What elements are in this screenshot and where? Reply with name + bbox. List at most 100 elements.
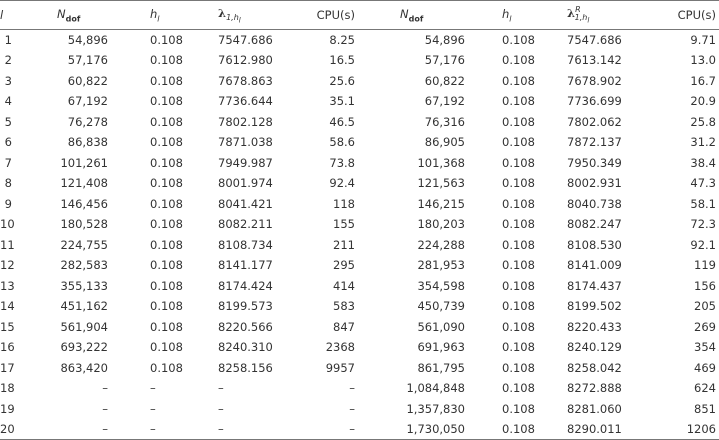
table-cell: 72.3 [690,217,716,232]
table-cell: 0.108 [150,155,183,170]
table-row: 5 76,278 0.108 7802.128 46.5 76,316 0.108 7802.… [0,112,719,133]
table-cell: 60,822 [67,73,108,88]
table-cell: 0.108 [150,299,183,314]
table-row: 19 – – – – 1,357,830 0.108 8281.060 851 [0,399,719,420]
table-cell: 7736.699 [567,94,622,109]
table-row: 15 561,904 0.108 8220.566 847 561,090 0.108 822… [0,317,719,338]
table-cell: 0.108 [150,196,183,211]
table-cell: 224,755 [60,237,108,252]
table-cell: 57,176 [424,53,465,68]
table-row: 6 86,838 0.108 7871.038 58.6 86,905 0.108 7872.… [0,132,719,153]
table-cell: 92.4 [329,176,355,191]
table-cell: 0.108 [502,381,535,396]
table-cell: 211 [333,237,355,252]
table-cell: 7802.062 [567,114,622,129]
table-cell: 0.108 [502,155,535,170]
table-cell: 8240.310 [218,340,273,355]
column-header: l [0,1,20,30]
table-row: 12 282,583 0.108 8141.177 295 281,953 0.108 814… [0,255,719,276]
table-cell: 691,963 [417,340,465,355]
table-cell: 0.108 [150,73,183,88]
table-cell: 0.108 [502,340,535,355]
table-cell: 0.108 [150,258,183,273]
table-cell: 354,598 [417,278,465,293]
header-symbol: CPU(s) [316,8,355,22]
table-cell: 1,730,050 [406,422,465,436]
table-cell: 58.1 [690,196,716,211]
table-cell: 0.108 [502,73,535,88]
header-subscript: 1,hl [226,12,241,25]
table-cell: 86,838 [67,135,108,150]
table-cell: 9.71 [690,33,716,47]
table-row: 2 57,176 0.108 7612.980 16.5 57,176 0.108 7613.… [0,50,719,71]
table-cell: 5 [4,114,12,129]
table-cell: 146,215 [417,196,465,211]
table-cell: – [150,401,156,416]
table-cell: 58.6 [329,135,355,150]
table-cell: 14 [0,299,15,314]
table-cell: 8040.738 [567,196,622,211]
table-cell: – [150,422,156,436]
table-cell: 0.108 [150,217,183,232]
table-cell: 8001.974 [218,176,273,191]
header-symbol: λ [218,5,227,20]
table-cell: 20.9 [690,94,716,109]
table-cell: 450,739 [417,299,465,314]
table-cell: 35.1 [329,94,355,109]
table-cell: 354 [694,340,716,355]
table-cell: 0.108 [502,217,535,232]
table-cell: 0.108 [150,33,183,47]
header-symbol: N [400,6,409,21]
table-cell: 73.8 [329,155,355,170]
table-cell: 0.108 [502,278,535,293]
table-cell: 847 [333,319,355,334]
table-cell: 11 [0,237,15,252]
table-row: 11 224,755 0.108 8108.734 211 224,288 0.108 810… [0,235,719,256]
table-cell: 7678.902 [567,73,622,88]
table-cell: 60,822 [424,73,465,88]
table-cell: 0.108 [150,135,183,150]
table-cell: 57,176 [67,53,108,68]
table-cell: 0.108 [502,196,535,211]
column-header: λR1,hl [540,1,640,30]
table-cell: 0.108 [502,176,535,191]
table-row: 16 693,222 0.108 8240.310 2368 691,963 0.108 82… [0,337,719,358]
table-cell: 0.108 [502,33,535,47]
table-row: 17 863,420 0.108 8258.156 9957 861,795 0.108 82… [0,358,719,379]
table-cell: 7950.349 [567,155,622,170]
table-cell: 0.108 [150,176,183,191]
table-cell: 86,905 [424,135,465,150]
table-cell: 18 [0,381,15,396]
table-cell: 355,133 [60,278,108,293]
table-cell: 25.6 [329,73,355,88]
table-cell: 101,261 [60,155,108,170]
table-row: 10 180,528 0.108 8082.211 155 180,203 0.108 808… [0,214,719,235]
header-symbol: h [502,6,510,21]
table-cell: 101,368 [417,155,465,170]
table-cell: 8 [4,176,12,191]
table-row: 8 121,408 0.108 8001.974 92.4 121,563 0.108 800… [0,173,719,194]
table-cell: 20 [0,422,15,436]
table-cell: – [349,422,355,436]
table-cell: 8108.734 [218,237,273,252]
table-cell: 16.5 [329,53,355,68]
table-cell: 7736.644 [218,94,273,109]
table-cell: – [349,381,355,396]
table-cell: 31.2 [690,135,716,150]
table-cell: 0.108 [150,53,183,68]
table-cell: 8082.211 [218,217,273,232]
column-header: Ndof [20,1,115,30]
table-row: 13 355,133 0.108 8174.424 414 354,598 0.108 817… [0,276,719,297]
table-cell: 414 [333,278,355,293]
table-cell: 67,192 [424,94,465,109]
header-symbol: l [0,8,4,22]
header-symbol: CPU(s) [677,8,716,22]
table-cell: 118 [333,196,355,211]
table-cell: 76,278 [67,114,108,129]
table-row: 20 – – – – 1,730,050 0.108 8290.011 1206 [0,419,719,440]
table-cell: 451,162 [60,299,108,314]
table-cell: 8258.042 [567,360,622,375]
table-cell: 0.108 [502,319,535,334]
table-cell: 693,222 [60,340,108,355]
table-cell: 119 [694,258,716,273]
